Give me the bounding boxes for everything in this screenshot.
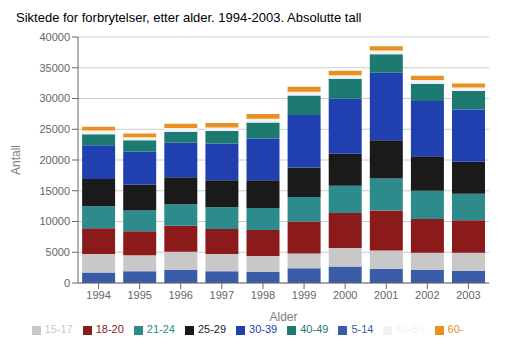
svg-text:Antall: Antall <box>9 145 23 175</box>
html-text:21-24: 21-24 <box>146 323 175 335</box>
svg-text:25000: 25000 <box>39 123 70 135</box>
svg-text:1999: 1999 <box>292 289 316 301</box>
html-text:15-17: 15-17 <box>44 323 73 335</box>
svg-text:1995: 1995 <box>127 289 151 301</box>
svg-text:1996: 1996 <box>169 289 193 301</box>
svg-text:Alder: Alder <box>269 310 297 324</box>
svg-text:1997: 1997 <box>210 289 234 301</box>
svg-text:0: 0 <box>64 277 70 289</box>
svg-text:2001: 2001 <box>374 289 398 301</box>
svg-text:30000: 30000 <box>39 92 70 104</box>
svg-text:1994: 1994 <box>86 289 110 301</box>
svg-text:40000: 40000 <box>39 31 70 43</box>
svg-text:10000: 10000 <box>39 215 70 227</box>
html-text:Siktede for forbrytelser, ette: Siktede for forbrytelser, etter alder. 1… <box>16 10 362 25</box>
html-text:40-49: 40-49 <box>300 323 329 335</box>
svg-text:20000: 20000 <box>39 154 70 166</box>
svg-text:1998: 1998 <box>251 289 275 301</box>
svg-text:2002: 2002 <box>415 289 439 301</box>
svg-text:15000: 15000 <box>39 185 70 197</box>
html-text:30-39: 30-39 <box>249 323 278 335</box>
html-text:18-20: 18-20 <box>95 323 124 335</box>
svg-text:5000: 5000 <box>46 246 70 258</box>
html-text:50-59: 50-59 <box>396 323 425 335</box>
html-text:5-14: 5-14 <box>351 323 374 335</box>
svg-text:2000: 2000 <box>333 289 357 301</box>
svg-text:2003: 2003 <box>456 289 480 301</box>
html-text:60-: 60- <box>447 323 464 335</box>
svg-text:35000: 35000 <box>39 62 70 74</box>
html-text:25-29: 25-29 <box>198 323 227 335</box>
